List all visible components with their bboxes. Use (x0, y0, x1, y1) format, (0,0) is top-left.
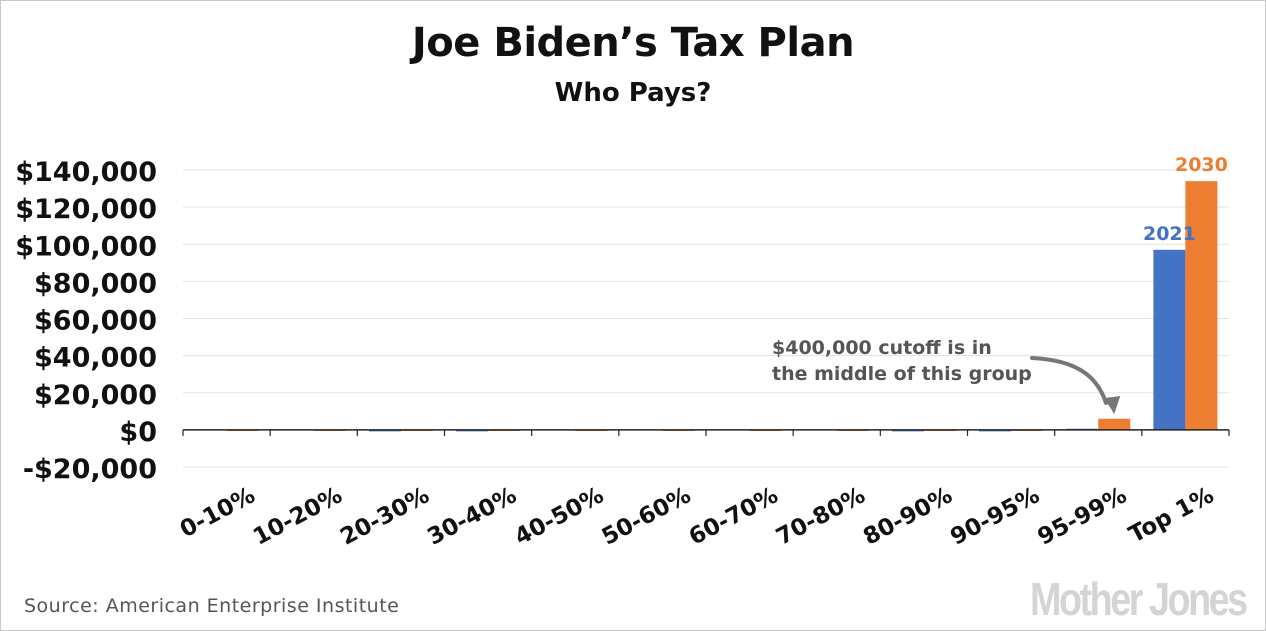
bar-2021-Top 1% (1153, 249, 1186, 430)
x-tick-label: 50-60% (598, 482, 696, 550)
series-label-2021: 2021 (1143, 223, 1196, 245)
x-tick-label: 60-70% (685, 482, 783, 550)
x-tick-label: 20-30% (336, 482, 434, 550)
annotation-arrowhead (1104, 396, 1121, 414)
source-note: Source: American Enterprise Institute (24, 595, 400, 617)
x-tick-label: 30-40% (423, 482, 521, 550)
x-tick-label: 95-99% (1034, 482, 1132, 550)
x-tick-label: 80-90% (859, 482, 957, 550)
y-tick-label: -$20,000 (23, 454, 157, 485)
chart-title: Joe Biden’s Tax Plan (411, 20, 855, 66)
chart-subtitle: Who Pays? (554, 78, 712, 108)
y-tick-label: $20,000 (34, 380, 157, 411)
annotation-text: $400,000 cutoff is in (772, 337, 992, 359)
y-tick-label: $80,000 (34, 268, 157, 299)
x-tick-label: 10-20% (249, 482, 347, 550)
y-tick-label: $120,000 (15, 194, 157, 225)
x-tick-label: 0-10% (176, 482, 259, 543)
bar-2030-Top 1% (1185, 181, 1218, 430)
annotation-arrow (1030, 356, 1108, 405)
series-label-2030: 2030 (1175, 154, 1228, 176)
y-tick-label: $60,000 (34, 306, 157, 337)
x-tick-label: 40-50% (511, 482, 609, 550)
y-tick-label: $100,000 (15, 231, 157, 262)
y-tick-label: $0 (119, 417, 157, 448)
mother-jones-logo: Mother Jones (1030, 573, 1248, 625)
x-tick-label: 70-80% (772, 482, 870, 550)
x-tick-label: Top 1% (1125, 482, 1218, 548)
y-tick-label: $140,000 (15, 157, 157, 188)
y-tick-label: $40,000 (34, 343, 157, 374)
annotation-text: the middle of this group (772, 363, 1032, 385)
x-tick-label: 90-95% (946, 482, 1044, 550)
bar-2030-95-99% (1098, 418, 1131, 430)
